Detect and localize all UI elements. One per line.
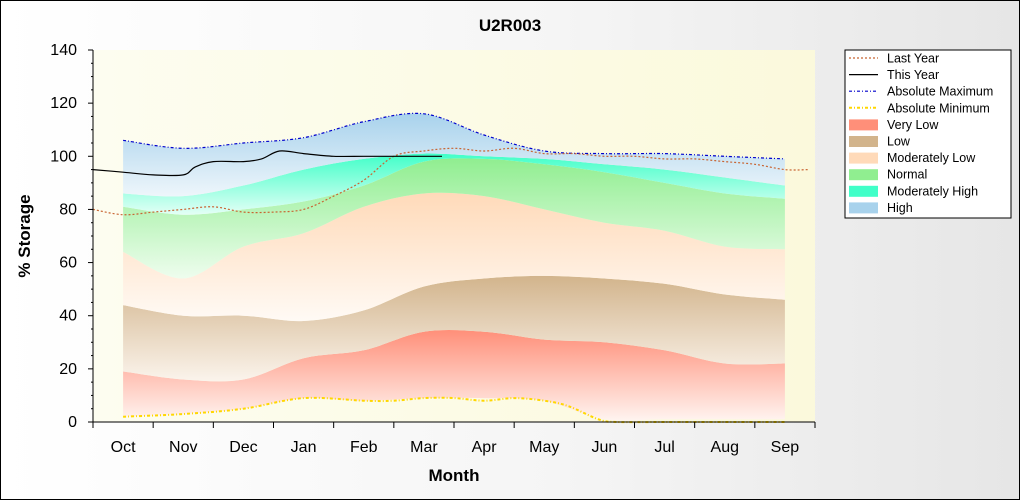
band-areas [123, 113, 785, 421]
x-tick-label: Sep [771, 439, 800, 456]
legend-label: Very Low [887, 118, 939, 132]
legend-label: Normal [887, 168, 927, 182]
legend-item-absolute-maximum: Absolute Maximum [849, 85, 993, 99]
band-very-low [123, 329, 785, 421]
legend-swatch [849, 152, 878, 164]
series-lines [92, 112, 810, 424]
line-last-year [92, 147, 810, 216]
line-this-year [92, 150, 442, 177]
band-normal [123, 158, 785, 279]
legend-item-normal: Normal [849, 168, 927, 182]
legend-item-this-year: This Year [849, 68, 939, 82]
x-axis-title: Month [429, 466, 480, 485]
x-tick-label: Jan [291, 439, 317, 456]
x-tick-label: Jun [592, 439, 618, 456]
legend-label: This Year [887, 68, 939, 82]
x-tick-label: Dec [229, 439, 257, 456]
x-tick-label: Apr [472, 439, 498, 456]
legend-label: Moderately High [887, 184, 978, 198]
y-tick-label: 120 [50, 95, 77, 112]
legend-swatch [849, 136, 878, 147]
legend-label: High [887, 201, 913, 215]
legend-item-very-low: Very Low [849, 118, 939, 132]
x-tick-label: May [529, 439, 559, 456]
legend-item-low: Low [849, 135, 911, 149]
band-moderately-low [123, 192, 785, 322]
line-absolute-maximum [123, 112, 785, 160]
y-axis-title: % Storage [15, 194, 34, 277]
y-tick-label: 100 [50, 148, 77, 165]
legend-item-last-year: Last Year [849, 52, 939, 66]
y-tick-label: 60 [59, 255, 77, 272]
x-tick-label: Nov [169, 439, 197, 456]
y-tick-label: 0 [68, 414, 77, 431]
legend-label: Last Year [887, 52, 939, 66]
legend-label: Moderately Low [887, 151, 976, 165]
legend-item-moderately-high: Moderately High [849, 184, 978, 198]
y-tick-label: 20 [59, 361, 77, 378]
y-tick-label: 140 [50, 42, 77, 59]
legend-swatch [849, 202, 878, 214]
x-tick-label: Oct [111, 439, 136, 456]
x-tick-label: Jul [654, 439, 674, 456]
legend-item-moderately-low: Moderately Low [849, 151, 976, 165]
y-tick-label: 40 [59, 308, 77, 325]
legend-item-absolute-minimum: Absolute Minimum [849, 101, 990, 115]
legend: Last Year This Year Absolute Maximum Absolu… [844, 49, 1012, 219]
band-moderately-high [123, 153, 785, 215]
axis-ticks: 0 20 40 60 80 100 120 140 Oct Nov Dec Jan Feb Mar Apr M… [50, 42, 816, 456]
chart-title: U2R003 [479, 16, 541, 35]
x-tick-label: Feb [350, 439, 378, 456]
legend-item-high: High [849, 201, 913, 215]
legend-label: Absolute Maximum [887, 85, 993, 99]
x-tick-label: Aug [711, 439, 739, 456]
legend-swatch [849, 169, 878, 181]
line-absolute-minimum [123, 396, 785, 424]
band-low [123, 275, 785, 382]
legend-swatch [849, 119, 878, 131]
y-tick-label: 80 [59, 201, 77, 218]
legend-swatch [849, 185, 878, 197]
legend-label: Low [887, 135, 911, 149]
legend-label: Absolute Minimum [887, 101, 990, 115]
band-high [123, 113, 785, 197]
x-tick-label: Mar [410, 439, 438, 456]
